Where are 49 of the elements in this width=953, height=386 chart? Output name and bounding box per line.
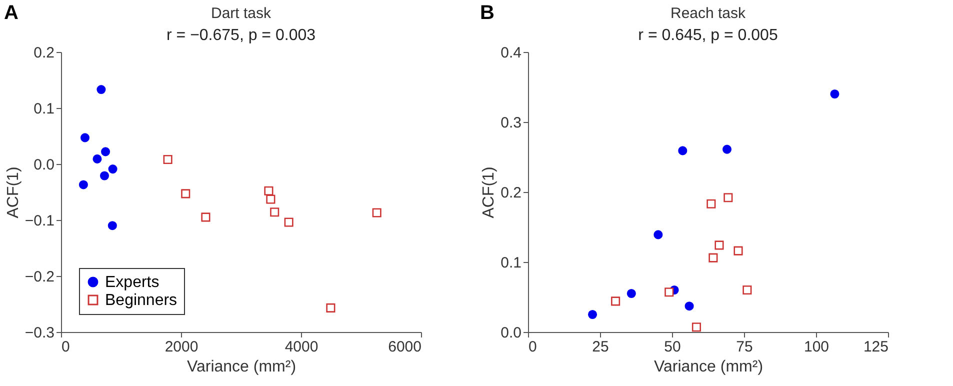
point xyxy=(714,240,724,250)
x-tick-label: 100 xyxy=(804,338,830,356)
y-tick-label: 0.1 xyxy=(34,100,54,118)
y-axis-title: ACF(1) xyxy=(4,166,22,218)
x-tick-label: 0 xyxy=(528,338,537,356)
point xyxy=(588,310,598,320)
x-tick-label: 125 xyxy=(863,338,888,356)
text: A xyxy=(4,2,18,25)
point xyxy=(742,285,752,295)
point xyxy=(611,296,620,306)
point xyxy=(706,199,716,208)
chart-subtitle: r = −0.675, p = 0.003 xyxy=(166,27,316,44)
x-tick-label: 25 xyxy=(592,338,609,356)
point xyxy=(708,253,718,262)
y-tick-label: 0.0 xyxy=(500,324,522,342)
x-axis-title: Variance (mm²) xyxy=(654,358,764,376)
y-tick-label: 0.2 xyxy=(500,184,522,202)
y-tick-label: −0.1 xyxy=(24,212,54,230)
legend-label: Beginners xyxy=(105,292,178,309)
point xyxy=(830,89,840,99)
point xyxy=(678,146,688,156)
y-tick-label: −0.2 xyxy=(24,268,54,286)
point xyxy=(724,193,733,202)
y-tick-label: −0.3 xyxy=(24,324,54,342)
y-axis-title: ACF(1) xyxy=(480,166,498,218)
point xyxy=(654,230,663,240)
y-tick-label: 0.1 xyxy=(500,254,522,272)
x-axis-title: Variance (mm²) xyxy=(186,358,296,376)
y-tick-label: 0.3 xyxy=(500,114,522,132)
y-tick-label: 0.2 xyxy=(34,44,54,62)
legend-label: Experts xyxy=(105,274,160,291)
point xyxy=(722,144,732,154)
chart-subtitle: r = 0.645, p = 0.005 xyxy=(638,27,778,44)
y-tick-label: 0.4 xyxy=(500,44,522,62)
text: B xyxy=(480,2,494,25)
point xyxy=(626,288,636,298)
y-tick-label: 0.0 xyxy=(34,156,54,174)
chart-title: Reach task xyxy=(670,5,746,22)
point xyxy=(734,246,743,256)
x-tick-label: 50 xyxy=(664,338,681,356)
x-tick-label: 0 xyxy=(62,338,70,356)
point xyxy=(664,288,674,297)
point xyxy=(692,322,702,332)
x-tick-label: 4000 xyxy=(284,338,318,356)
chart-title: Dart task xyxy=(210,5,272,22)
point xyxy=(684,302,694,311)
x-tick-label: 75 xyxy=(736,338,753,356)
x-tick-label: 6000 xyxy=(388,338,422,356)
x-tick-label: 2000 xyxy=(164,338,198,356)
